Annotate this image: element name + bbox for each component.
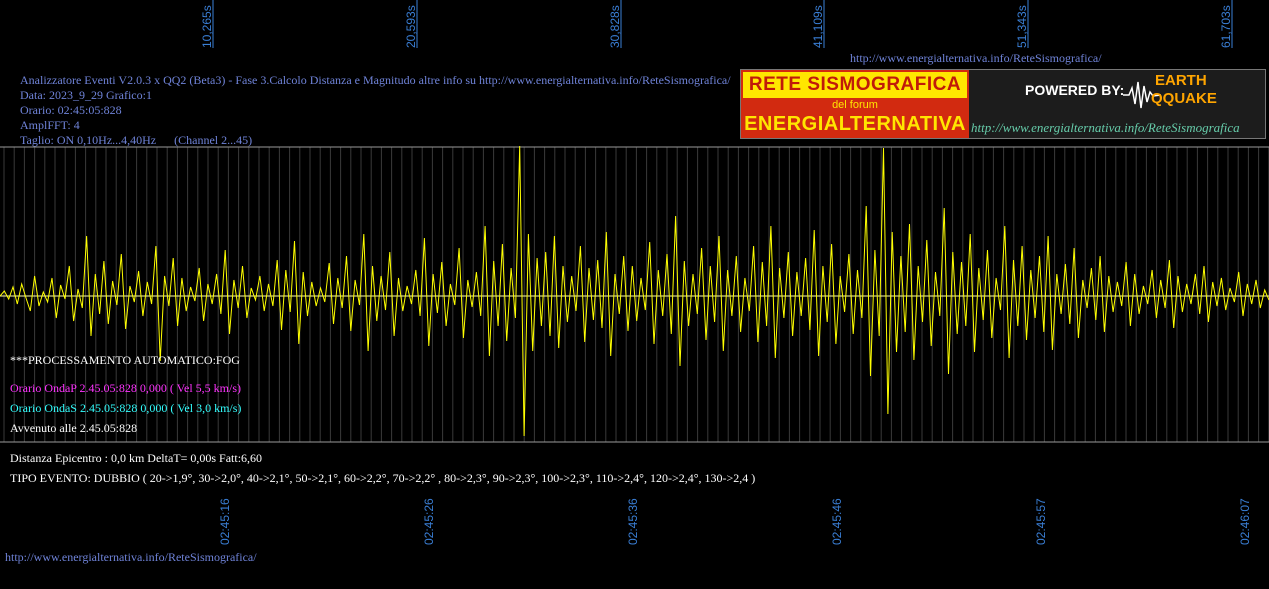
event-type: TIPO EVENTO: DUBBIO ( 20->1,9°, 30->2,0°… [10, 471, 756, 485]
network-banner: RETE SISMOGRAFICA del forum ENERGIALTERN… [740, 69, 1266, 139]
time-line: Orario: 02:45:05:828 [20, 103, 122, 117]
epicenter-distance: Distanza Epicentro : 0,0 km DeltaT= 0,00… [10, 451, 263, 465]
banner-url[interactable]: http://www.energialternativa.info/ReteSi… [971, 120, 1240, 135]
top-url-link[interactable]: http://www.energialternativa.info/ReteSi… [850, 51, 1102, 65]
top-tick-label: 41,109s [811, 5, 825, 48]
processing-status: ***PROCESSAMENTO AUTOMATICO:FOG [10, 353, 240, 367]
ampl-line: AmplFFT: 4 [20, 118, 80, 132]
banner-forum: del forum [832, 99, 878, 111]
top-axis-ticks [212, 0, 1233, 48]
banner-logo-earth: EARTH [1155, 72, 1207, 89]
bottom-tick-label: 02:45:36 [626, 498, 640, 545]
banner-logo-qquake: QQUAKE [1151, 90, 1217, 107]
bottom-tick-label: 02:45:46 [830, 498, 844, 545]
earthquake-logo-icon [1123, 81, 1161, 109]
bottom-tick-label: 02:45:26 [422, 498, 436, 545]
top-tick-label: 61,703s [1219, 5, 1233, 48]
top-tick-label: 20,593s [404, 5, 418, 48]
banner-powered-by: POWERED BY: [1025, 82, 1125, 98]
analyzer-title: Analizzatore Eventi V2.0.3 x QQ2 (Beta3)… [20, 73, 731, 87]
filter-line: Taglio: ON 0,10Hz...4,40Hz (Channel 2...… [20, 133, 253, 147]
event-occurred: Avvenuto alle 2.45.05:828 [10, 421, 138, 435]
bottom-url-link[interactable]: http://www.energialternativa.info/ReteSi… [5, 550, 257, 564]
banner-title-rete: RETE SISMOGRAFICA [743, 72, 967, 98]
banner-title-energialternativa: ENERGIALTERNATIVA [744, 113, 966, 135]
bottom-tick-label: 02:46:07 [1238, 498, 1252, 545]
plot-grid [3, 147, 1269, 442]
bottom-tick-label: 02:45:57 [1034, 498, 1048, 545]
top-tick-label: 51,343s [1015, 5, 1029, 48]
s-wave-time: Orario OndaS 2.45.05:828 0,000 ( Vel 3,0… [10, 401, 242, 415]
top-tick-label: 10,265s [200, 5, 214, 48]
top-tick-label: 30,828s [608, 5, 622, 48]
bottom-tick-label: 02:45:16 [218, 498, 232, 545]
date-line: Data: 2023_9_29 Grafico:1 [20, 88, 152, 102]
seismic-trace [0, 145, 1269, 437]
p-wave-time: Orario OndaP 2.45.05:828 0,000 ( Vel 5,5… [10, 381, 241, 395]
